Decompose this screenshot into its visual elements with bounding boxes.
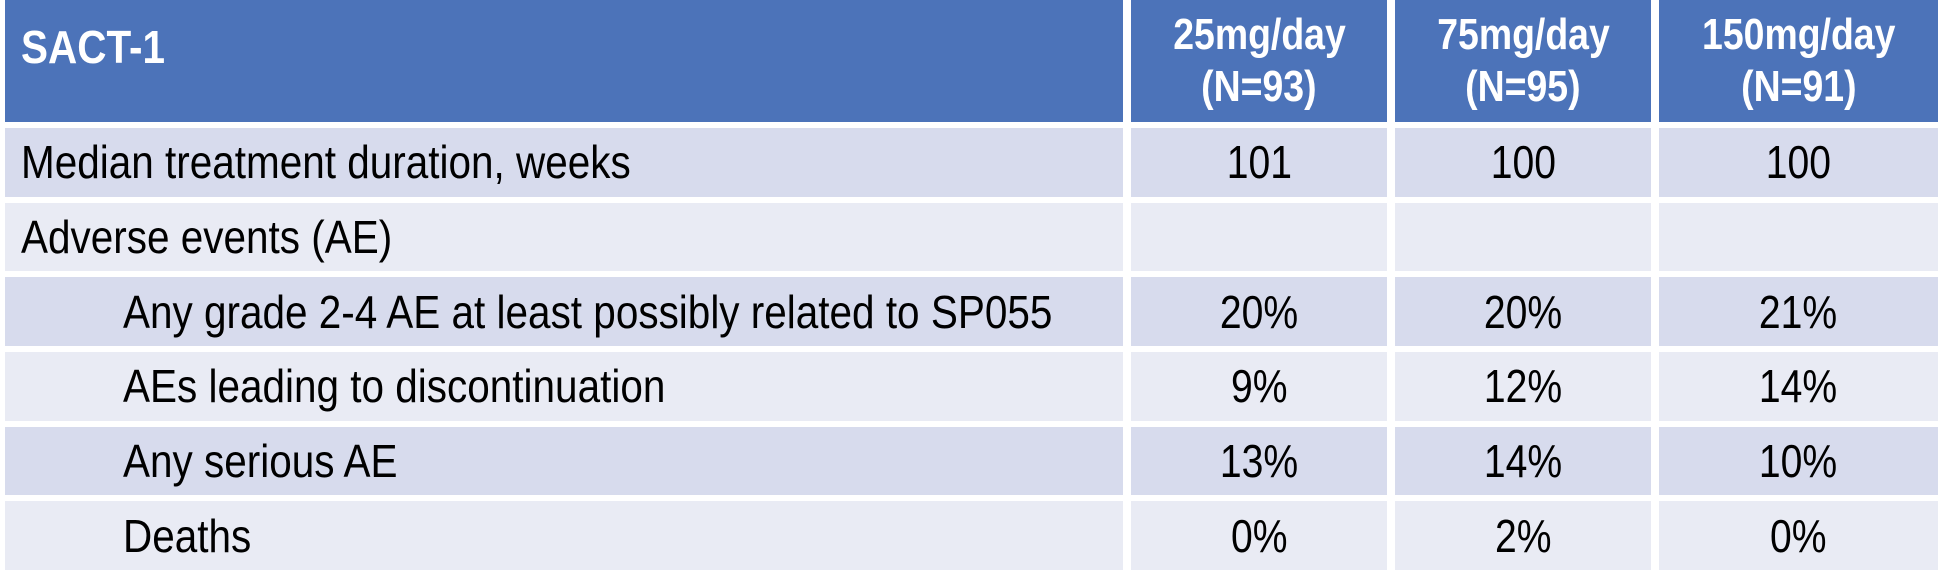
- value-cell-empty: [1395, 202, 1651, 272]
- value-text: 100: [1765, 136, 1832, 189]
- value-text: 20%: [1483, 285, 1563, 338]
- column-header-dose-label: 75mg/day: [1436, 10, 1610, 60]
- column-header-150mg: 150mg/day (N=91): [1659, 0, 1938, 122]
- column-header-dose-label: 150mg/day: [1701, 10, 1896, 60]
- value-cell: 100: [1395, 128, 1651, 197]
- table-title: SACT-1: [21, 21, 165, 73]
- row-label-adverse-events: Adverse events (AE): [5, 202, 1123, 272]
- value-cell: 0%: [1131, 501, 1387, 570]
- results-table: SACT-1 25mg/day (N=93) 75mg/day (N=95) 1…: [5, 0, 1938, 570]
- row-label-text: Adverse events (AE): [21, 210, 393, 263]
- value-cell: 20%: [1131, 277, 1387, 346]
- value-cell: 9%: [1131, 351, 1387, 421]
- value-text: 101: [1226, 136, 1292, 189]
- column-header-n-label: (N=95): [1465, 62, 1581, 111]
- value-text: 12%: [1483, 360, 1563, 413]
- value-cell: 20%: [1395, 277, 1651, 346]
- row-label-median-duration: Median treatment duration, weeks: [5, 128, 1123, 197]
- value-text: 2%: [1494, 509, 1552, 562]
- column-header-75mg: 75mg/day (N=95): [1395, 0, 1651, 122]
- value-cell: 101: [1131, 128, 1387, 197]
- column-header-25mg: 25mg/day (N=93): [1131, 0, 1387, 122]
- row-label-text: Any grade 2-4 AE at least possibly relat…: [123, 285, 1053, 338]
- value-cell: 21%: [1659, 277, 1938, 346]
- column-header-n-label: (N=91): [1740, 62, 1857, 111]
- row-label-text: Deaths: [123, 509, 252, 562]
- row-label-deaths: Deaths: [5, 501, 1123, 570]
- row-label-grade2-4-ae: Any grade 2-4 AE at least possibly relat…: [5, 277, 1123, 346]
- value-cell: 12%: [1395, 351, 1651, 421]
- value-cell-empty: [1131, 202, 1387, 272]
- column-header-dose-label: 25mg/day: [1172, 10, 1346, 60]
- row-label-text: Median treatment duration, weeks: [21, 136, 631, 189]
- table-title-cell: SACT-1: [5, 0, 1123, 122]
- row-label-text: AEs leading to discontinuation: [123, 360, 666, 413]
- value-cell-empty: [1659, 202, 1938, 272]
- value-text: 10%: [1759, 434, 1838, 487]
- value-text: 100: [1490, 136, 1556, 189]
- value-text: 0%: [1770, 509, 1827, 562]
- row-label-serious-ae: Any serious AE: [5, 426, 1123, 496]
- value-cell: 14%: [1395, 426, 1651, 496]
- value-text: 14%: [1759, 360, 1838, 413]
- value-cell: 13%: [1131, 426, 1387, 496]
- row-label-text: Any serious AE: [123, 434, 398, 487]
- value-text: 21%: [1759, 285, 1838, 338]
- value-cell: 14%: [1659, 351, 1938, 421]
- value-cell: 100: [1659, 128, 1938, 197]
- row-label-discontinuation: AEs leading to discontinuation: [5, 351, 1123, 421]
- value-cell: 10%: [1659, 426, 1938, 496]
- value-text: 9%: [1230, 360, 1288, 413]
- value-text: 13%: [1219, 434, 1299, 487]
- value-text: 0%: [1230, 509, 1288, 562]
- value-text: 20%: [1219, 285, 1299, 338]
- value-cell: 2%: [1395, 501, 1651, 570]
- value-text: 14%: [1483, 434, 1563, 487]
- column-header-n-label: (N=93): [1201, 62, 1317, 111]
- value-cell: 0%: [1659, 501, 1938, 570]
